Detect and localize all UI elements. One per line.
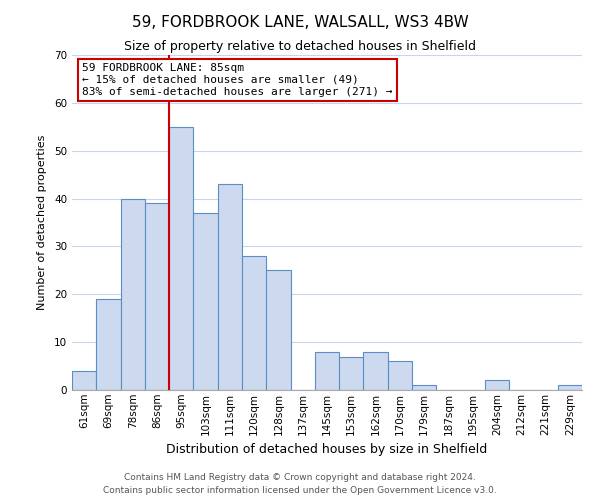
Bar bbox=[315, 352, 339, 390]
Text: Contains HM Land Registry data © Crown copyright and database right 2024.
Contai: Contains HM Land Registry data © Crown c… bbox=[103, 473, 497, 495]
X-axis label: Distribution of detached houses by size in Shelfield: Distribution of detached houses by size … bbox=[166, 443, 488, 456]
Bar bbox=[412, 385, 436, 390]
Bar bbox=[121, 198, 145, 390]
Bar bbox=[364, 352, 388, 390]
Text: 59, FORDBROOK LANE, WALSALL, WS3 4BW: 59, FORDBROOK LANE, WALSALL, WS3 4BW bbox=[131, 15, 469, 30]
Bar bbox=[558, 385, 582, 390]
Y-axis label: Number of detached properties: Number of detached properties bbox=[37, 135, 47, 310]
Bar bbox=[145, 204, 169, 390]
Bar bbox=[266, 270, 290, 390]
Bar bbox=[388, 362, 412, 390]
Bar bbox=[193, 213, 218, 390]
Bar bbox=[485, 380, 509, 390]
Bar bbox=[218, 184, 242, 390]
Text: Size of property relative to detached houses in Shelfield: Size of property relative to detached ho… bbox=[124, 40, 476, 53]
Text: 59 FORDBROOK LANE: 85sqm
← 15% of detached houses are smaller (49)
83% of semi-d: 59 FORDBROOK LANE: 85sqm ← 15% of detach… bbox=[82, 64, 392, 96]
Bar bbox=[72, 371, 96, 390]
Bar bbox=[169, 127, 193, 390]
Bar bbox=[339, 356, 364, 390]
Bar bbox=[242, 256, 266, 390]
Bar bbox=[96, 299, 121, 390]
